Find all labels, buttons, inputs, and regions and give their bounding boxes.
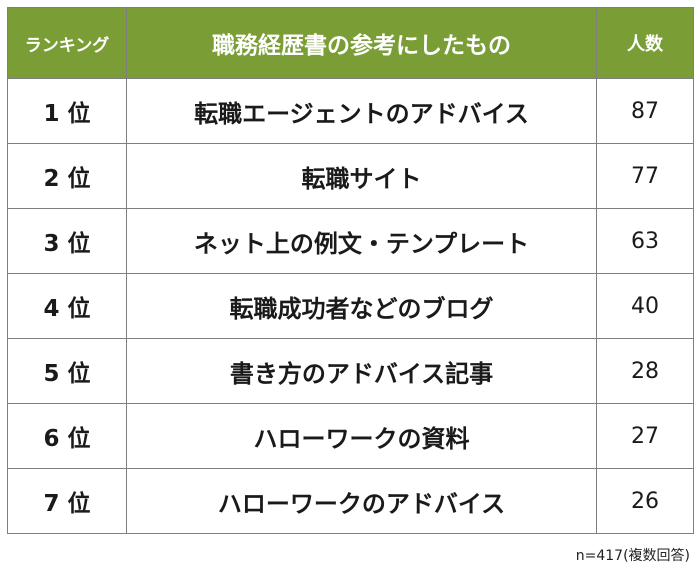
item-cell: ハローワークの資料 xyxy=(126,403,597,469)
count-cell: 28 xyxy=(596,338,694,404)
rank-cell: 5 位 xyxy=(7,338,127,404)
count-cell: 77 xyxy=(596,143,694,209)
sample-size-note: n=417(複数回答) xyxy=(575,548,690,564)
header-count: 人数 xyxy=(596,7,694,79)
count-cell: 40 xyxy=(596,273,694,339)
count-cell: 26 xyxy=(596,468,694,534)
item-cell: 転職成功者などのブログ xyxy=(126,273,597,339)
rank-cell: 6 位 xyxy=(7,403,127,469)
item-cell: 転職エージェントのアドバイス xyxy=(126,78,597,144)
item-cell: ネット上の例文・テンプレート xyxy=(126,208,597,274)
item-cell: ハローワークのアドバイス xyxy=(126,468,597,534)
table-row: 7 位 ハローワークのアドバイス 26 xyxy=(7,468,694,534)
rank-cell: 7 位 xyxy=(7,468,127,534)
rank-cell: 1 位 xyxy=(7,78,127,144)
item-cell: 書き方のアドバイス記事 xyxy=(126,338,597,404)
item-cell: 転職サイト xyxy=(126,143,597,209)
rank-cell: 2 位 xyxy=(7,143,127,209)
header-item: 職務経歴書の参考にしたもの xyxy=(126,7,597,79)
table-row: 3 位 ネット上の例文・テンプレート 63 xyxy=(7,208,694,274)
header-row: ランキング 職務経歴書の参考にしたもの 人数 xyxy=(7,7,694,79)
rank-cell: 3 位 xyxy=(7,208,127,274)
rank-cell: 4 位 xyxy=(7,273,127,339)
table-row: 2 位 転職サイト 77 xyxy=(7,143,694,209)
table-row: 6 位 ハローワークの資料 27 xyxy=(7,403,694,469)
table-row: 5 位 書き方のアドバイス記事 28 xyxy=(7,338,694,404)
count-cell: 27 xyxy=(596,403,694,469)
table-row: 4 位 転職成功者などのブログ 40 xyxy=(7,273,694,339)
ranking-table: ランキング 職務経歴書の参考にしたもの 人数 1 位 転職エージェントのアドバイ… xyxy=(7,7,694,534)
table-row: 1 位 転職エージェントのアドバイス 87 xyxy=(7,78,694,144)
count-cell: 63 xyxy=(596,208,694,274)
header-rank: ランキング xyxy=(7,7,127,79)
count-cell: 87 xyxy=(596,78,694,144)
